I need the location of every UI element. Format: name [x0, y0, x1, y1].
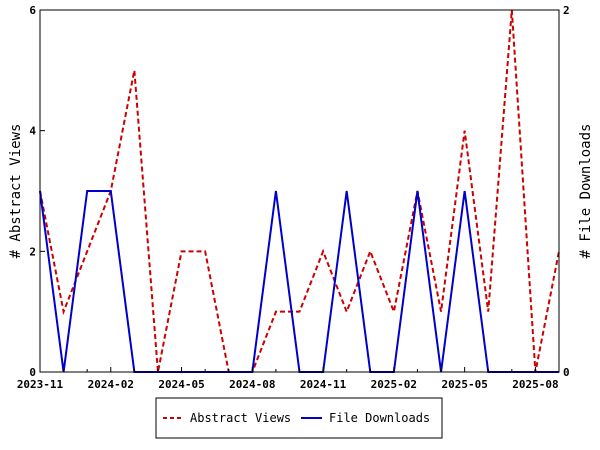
x-tick-label: 2025-05: [441, 378, 487, 391]
left-axis-title: # Abstract Views: [8, 124, 24, 259]
x-tick-label: 2024-02: [88, 378, 134, 391]
legend-label-abstract-views: Abstract Views: [190, 411, 291, 425]
y-left-tick-label: 4: [29, 125, 36, 138]
series-line-abstract-views: [39, 9, 560, 373]
legend-box: [155, 397, 443, 439]
x-tick-label: 2025-08: [512, 378, 558, 391]
x-tick-label: 2024-11: [300, 378, 347, 391]
right-axis-title: # File Downloads: [578, 124, 594, 259]
tick-layer: 2023-11 2024-02 2024-05 2024-08 2024-11 2025-…: [17, 4, 570, 391]
y-left-tick-label: 6: [29, 4, 36, 17]
x-tick-label: 2025-02: [371, 378, 417, 391]
y-left-tick-label: 0: [29, 366, 36, 379]
x-tick-label: 2024-05: [158, 378, 204, 391]
legend: Abstract Views File Downloads: [155, 397, 443, 439]
y-right-tick-label: 0: [563, 366, 570, 379]
legend-label-file-downloads: File Downloads: [329, 411, 430, 425]
y-right-tick-label: 2: [563, 4, 570, 17]
chart-marks: [39, 9, 560, 373]
x-tick-label: 2023-11: [17, 378, 64, 391]
y-left-tick-label: 2: [29, 245, 36, 258]
x-tick-label: 2024-08: [229, 378, 275, 391]
series-line-file-downloads: [39, 190, 559, 373]
